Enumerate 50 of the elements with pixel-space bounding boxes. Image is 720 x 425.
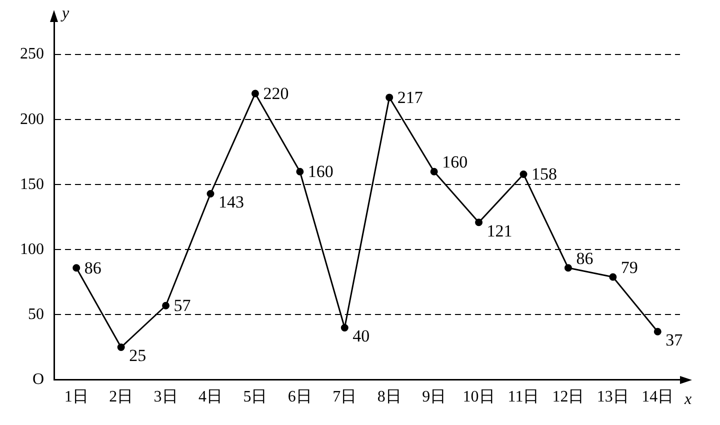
x-tick-label: 9日 bbox=[422, 388, 446, 406]
point bbox=[386, 94, 394, 102]
x-tick-label: 6日 bbox=[288, 388, 312, 406]
point bbox=[609, 273, 617, 281]
data-label: 160 bbox=[442, 152, 468, 172]
x-tick-label: 7日 bbox=[332, 388, 357, 406]
point bbox=[117, 344, 125, 352]
data-label: 79 bbox=[620, 258, 638, 277]
y-tick-label: 200 bbox=[20, 110, 44, 128]
x-tick-label: 5日 bbox=[243, 388, 268, 406]
data-label: 158 bbox=[532, 164, 557, 184]
x-tick-label: 1日 bbox=[64, 388, 88, 406]
data-label: 86 bbox=[576, 248, 594, 268]
y-tick-label: 50 bbox=[28, 306, 44, 323]
x-tick-label: 2日 bbox=[109, 388, 134, 406]
data-label: 86 bbox=[84, 258, 102, 278]
point bbox=[162, 302, 170, 310]
x-tick-label: 11日 bbox=[508, 388, 540, 406]
data-label: 57 bbox=[174, 296, 192, 316]
x-axis-title: x bbox=[683, 391, 692, 408]
data-label: 160 bbox=[308, 162, 334, 182]
x-tick-label: 10日 bbox=[462, 388, 495, 406]
data-label: 143 bbox=[218, 192, 244, 212]
x-tick-label: 14日 bbox=[642, 388, 674, 406]
point bbox=[206, 190, 214, 198]
point bbox=[520, 170, 528, 178]
x-tick-label: 4日 bbox=[198, 388, 222, 406]
point bbox=[72, 264, 80, 272]
point bbox=[430, 168, 438, 176]
point bbox=[340, 324, 348, 332]
y-tick-label: 150 bbox=[20, 176, 44, 193]
data-label: 25 bbox=[129, 346, 146, 366]
data-label: 220 bbox=[263, 84, 289, 104]
x-tick-label: 3日 bbox=[154, 388, 178, 406]
y-tick-label: 100 bbox=[20, 240, 44, 258]
x-tick-label: 12日 bbox=[552, 388, 584, 406]
point bbox=[564, 264, 572, 272]
y-tick-label: 250 bbox=[20, 46, 44, 63]
data-label: 40 bbox=[352, 326, 370, 346]
point bbox=[475, 218, 483, 226]
point bbox=[296, 168, 304, 176]
data-label: 217 bbox=[397, 88, 424, 107]
x-tick-label: 8日 bbox=[377, 388, 402, 406]
point bbox=[654, 328, 662, 336]
x-tick-label: 13日 bbox=[596, 388, 629, 406]
point bbox=[251, 90, 259, 98]
data-label: 37 bbox=[666, 330, 684, 350]
y-tick-label: O bbox=[32, 371, 44, 388]
y-axis-title: y bbox=[60, 5, 70, 22]
data-label: 121 bbox=[486, 221, 512, 240]
